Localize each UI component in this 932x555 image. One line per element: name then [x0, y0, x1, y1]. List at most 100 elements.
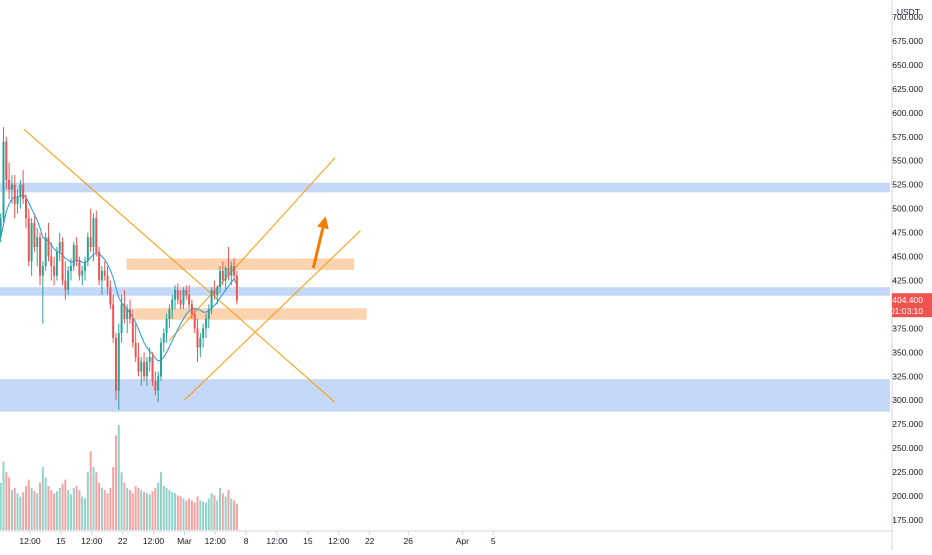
candle-body	[75, 245, 78, 262]
price-axis[interactable]: 175.000 200.000 225.000 250.000 275.000 300.0…	[891, 0, 932, 550]
arrow-layer[interactable]	[311, 216, 329, 269]
volume-layer	[0, 425, 238, 530]
candle-body	[98, 251, 101, 281]
price-axis-background[interactable]	[892, 0, 932, 550]
candle-body	[165, 318, 168, 334]
zones-layer	[0, 182, 890, 412]
volume-bar	[30, 488, 33, 530]
candle-body	[112, 304, 115, 338]
candle-body	[84, 261, 87, 271]
candle-body	[176, 290, 179, 300]
volume-bar	[0, 482, 2, 530]
volume-bar	[129, 490, 132, 530]
candle-body	[33, 222, 36, 247]
volume-bar	[227, 490, 230, 530]
volume-bar	[67, 490, 70, 530]
volume-bar	[213, 495, 216, 530]
candle-body	[148, 357, 151, 362]
volume-bar	[143, 492, 146, 530]
price-tick-label: 275.000	[892, 419, 923, 429]
candle-body	[92, 218, 95, 247]
volume-bar	[219, 488, 222, 530]
volume-bar	[157, 482, 160, 530]
volume-bar	[221, 493, 224, 530]
time-tick-label: 22	[118, 536, 128, 546]
trend-line-1[interactable]	[184, 230, 361, 401]
candle-body	[219, 270, 222, 288]
candle-body	[53, 266, 56, 276]
volume-bar	[137, 488, 140, 530]
volume-bar	[112, 467, 115, 530]
price-tick-label: 475.000	[892, 228, 923, 238]
volume-bar	[19, 496, 22, 530]
time-axis[interactable]: 12:00 15 12:00 22 12:00 Mar 12:00 8 12:00 15 12:00…	[0, 530, 892, 546]
candle-body	[58, 242, 61, 252]
candle-body	[16, 197, 19, 204]
candle-body	[41, 266, 44, 276]
candle-body	[78, 261, 81, 276]
volume-bar	[193, 502, 196, 530]
support-resistance-zone-1[interactable]	[0, 287, 890, 296]
candle-body	[145, 361, 148, 377]
candle-body	[0, 218, 2, 238]
candle-body	[36, 237, 39, 247]
volume-bar	[92, 467, 95, 530]
volume-bar	[33, 491, 36, 530]
volume-bar	[5, 472, 8, 530]
candle-body	[5, 141, 8, 180]
candle-body	[207, 309, 210, 319]
orange-zone-0[interactable]	[126, 258, 355, 270]
candle-body	[100, 270, 103, 281]
price-tick-label: 550.000	[892, 156, 923, 166]
time-tick-label: 5	[491, 536, 496, 546]
trend-line-2[interactable]	[168, 157, 336, 342]
volume-bar	[165, 488, 168, 530]
volume-bar	[58, 488, 61, 530]
volume-bar	[72, 488, 75, 530]
last-price-label: 404.400	[892, 295, 923, 305]
candle-body	[230, 266, 233, 276]
trendlines-layer[interactable]	[23, 128, 361, 403]
orange-zone-1[interactable]	[134, 308, 367, 320]
volume-bar	[78, 490, 81, 530]
volume-bar	[114, 435, 117, 530]
volume-bar	[69, 494, 72, 530]
volume-bar	[84, 498, 87, 530]
candle-body	[72, 245, 75, 267]
volume-bar	[235, 503, 238, 530]
candle-body	[154, 381, 157, 391]
volume-bar	[224, 496, 227, 530]
candle-body	[162, 333, 165, 343]
candle-countdown-label: 01:03:10	[890, 306, 923, 316]
candle-body	[233, 266, 236, 276]
volume-bar	[75, 485, 78, 530]
volume-bar	[64, 479, 67, 530]
target-arrow-shaft[interactable]	[311, 227, 325, 269]
price-tick-label: 375.000	[892, 323, 923, 333]
candle-body	[134, 342, 137, 358]
volume-bar	[106, 493, 109, 530]
support-resistance-zone-2[interactable]	[0, 379, 890, 412]
price-tick-label: 175.000	[892, 515, 923, 525]
trend-line-0[interactable]	[23, 128, 336, 403]
volume-bar	[44, 477, 47, 530]
volume-bar	[86, 472, 89, 530]
volume-bar	[47, 485, 50, 530]
target-arrow-head[interactable]	[317, 216, 329, 230]
volume-bar	[199, 500, 202, 530]
volume-bar	[117, 425, 120, 530]
candle-body	[221, 270, 224, 281]
time-tick-label: 12:00	[205, 536, 227, 546]
support-resistance-zone-0[interactable]	[0, 182, 890, 193]
time-tick-label: Mar	[177, 536, 192, 546]
candle-body	[126, 309, 129, 319]
price-tick-label: 675.000	[892, 36, 923, 46]
candle-body	[171, 299, 174, 310]
candle-body	[81, 270, 84, 276]
volume-bar	[216, 500, 219, 530]
candle-body	[19, 184, 22, 198]
candle-body	[174, 290, 177, 300]
volume-bar	[36, 493, 39, 530]
